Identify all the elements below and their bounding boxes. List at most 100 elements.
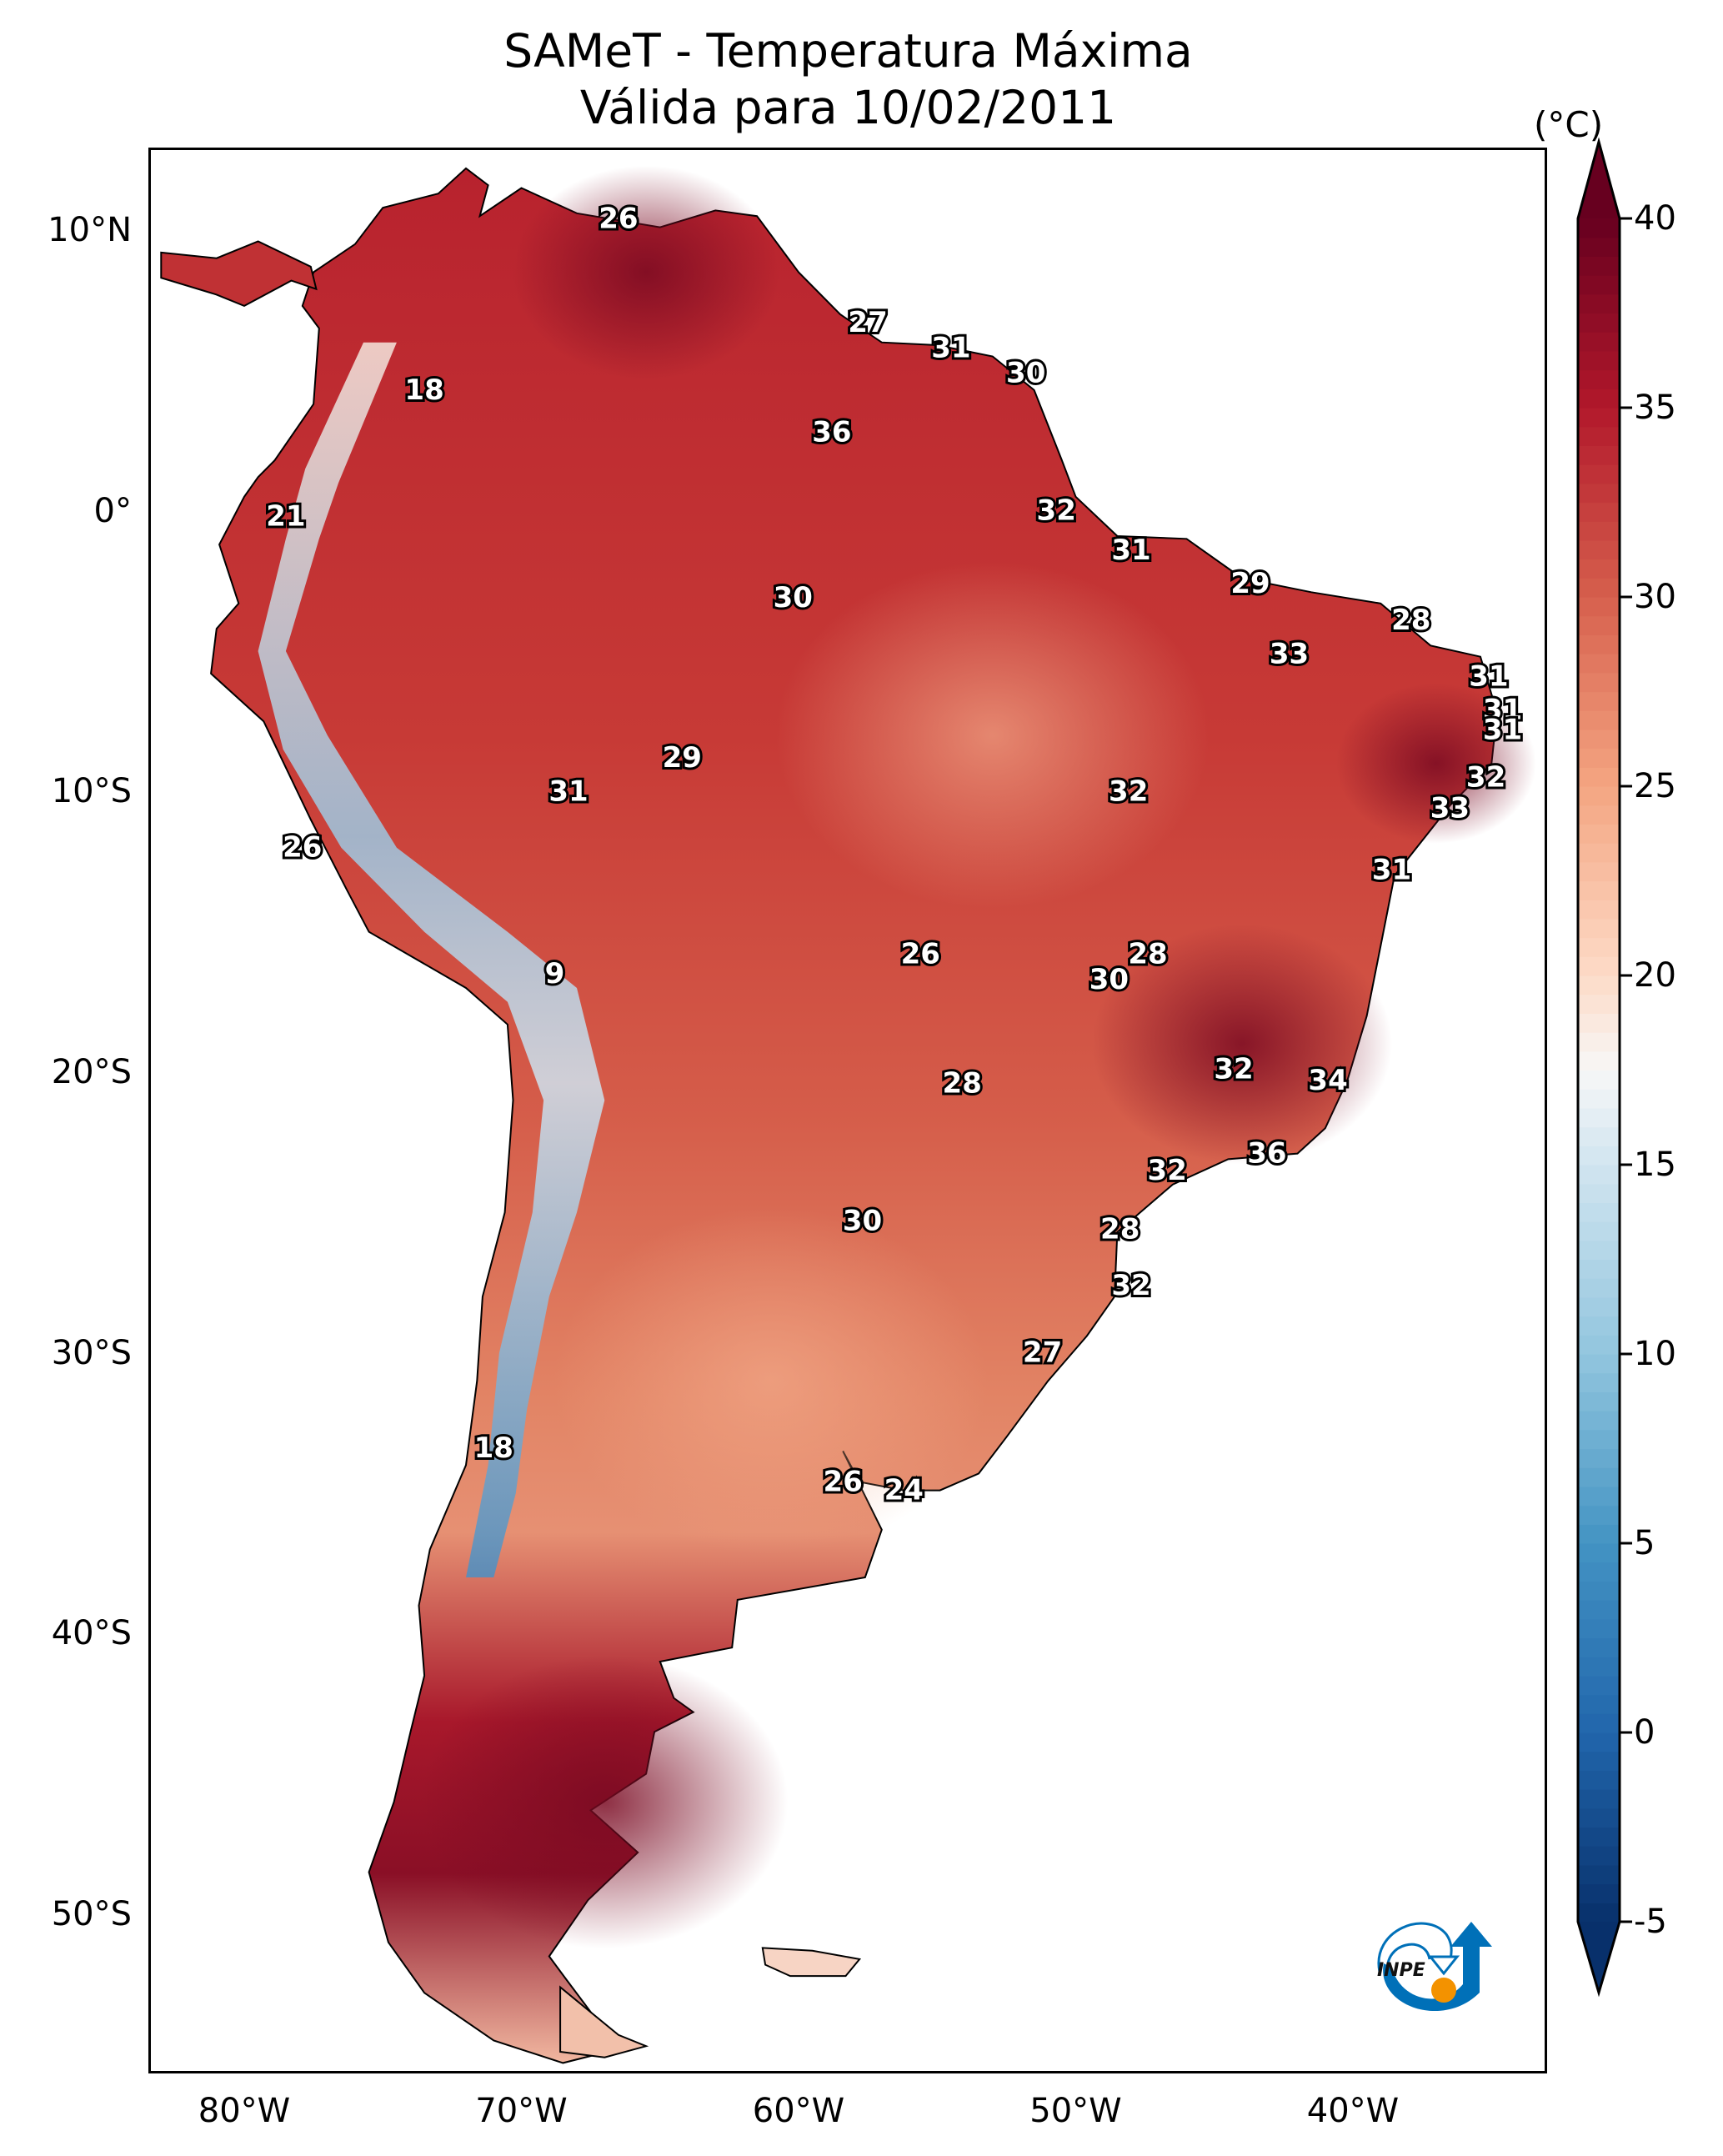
temperature-value-label: 30 xyxy=(1089,963,1129,996)
lon-tick-label: 80°W xyxy=(198,2092,291,2130)
colorbar-segment xyxy=(1578,597,1620,617)
temperature-value-label: 31 xyxy=(1483,694,1522,727)
colorbar-tick-mark xyxy=(1620,595,1632,599)
lat-tick-label: 0° xyxy=(93,491,132,530)
colorbar-segment xyxy=(1578,1126,1620,1146)
temperature-value-label: 21 xyxy=(266,499,305,533)
colorbar-segment xyxy=(1578,672,1620,693)
colorbar-tick-label: 10 xyxy=(1634,1335,1676,1373)
colorbar-segment xyxy=(1578,691,1620,711)
colorbar-segment xyxy=(1578,1751,1620,1771)
colorbar-segment xyxy=(1578,994,1620,1014)
colorbar-segment xyxy=(1578,426,1620,446)
colorbar-segment xyxy=(1578,332,1620,352)
temperature-value-label: 26 xyxy=(901,938,940,971)
land-layer xyxy=(160,165,1536,2064)
hot-region-venezuela xyxy=(513,165,780,379)
colorbar-segment xyxy=(1578,729,1620,750)
colorbar-segment xyxy=(1578,805,1620,825)
colorbar-segment xyxy=(1578,1183,1620,1203)
colorbar-tick-label: 0 xyxy=(1634,1713,1655,1752)
colorbar-tick-label: 20 xyxy=(1634,956,1676,995)
temperature-value-label: 30 xyxy=(1006,357,1045,390)
colorbar-segment xyxy=(1578,445,1620,465)
temperature-value-label: 32 xyxy=(1214,1053,1253,1086)
lon-tick-label: 40°W xyxy=(1306,2092,1400,2130)
colorbar-segment xyxy=(1578,748,1620,768)
colorbar-segment xyxy=(1578,1429,1620,1450)
colorbar-segment xyxy=(1578,1789,1620,1809)
colorbar-segment xyxy=(1578,1165,1620,1185)
colorbar-tick-label: 35 xyxy=(1634,389,1676,427)
colorbar-segment xyxy=(1578,767,1620,787)
colorbar-segment xyxy=(1578,1372,1620,1392)
mild-region-pampas xyxy=(553,1207,988,1555)
colorbar xyxy=(1576,138,1621,1998)
colorbar-segment xyxy=(1578,824,1620,844)
colorbar-segment xyxy=(1578,1202,1620,1222)
colorbar-segment xyxy=(1578,389,1620,409)
lon-tick-label: 60°W xyxy=(752,2092,845,2130)
temperature-value-label: 31 xyxy=(1111,534,1150,567)
colorbar-segment xyxy=(1578,408,1620,428)
colorbar-tick-mark xyxy=(1620,406,1632,409)
colorbar-tick-label: -5 xyxy=(1634,1903,1667,1941)
colorbar-segment xyxy=(1578,1146,1620,1166)
colorbar-tick-mark xyxy=(1620,217,1632,220)
colorbar-tick-mark xyxy=(1620,785,1632,788)
colorbar-tick-mark xyxy=(1620,1731,1632,1734)
colorbar-extend-max xyxy=(1578,142,1620,218)
lat-tick-label: 40°S xyxy=(51,1614,132,1653)
colorbar-segment xyxy=(1578,918,1620,939)
temperature-value-label: 26 xyxy=(824,1466,863,1499)
colorbar-segment xyxy=(1578,1505,1620,1525)
temperature-value-label: 28 xyxy=(943,1067,982,1101)
colorbar-segment xyxy=(1578,956,1620,976)
colorbar-segment xyxy=(1578,1883,1620,1903)
colorbar-segment xyxy=(1578,1411,1620,1431)
temperature-value-label: 27 xyxy=(1023,1336,1062,1370)
colorbar-extend-min xyxy=(1578,1922,1620,1993)
colorbar-segment xyxy=(1578,369,1620,389)
lat-tick-label: 10°S xyxy=(51,772,132,811)
colorbar-segment xyxy=(1578,880,1620,900)
temperature-value-label: 32 xyxy=(1466,761,1505,795)
colorbar-segment xyxy=(1578,1391,1620,1411)
tierra-del-fuego-landmass xyxy=(559,1985,649,2058)
colorbar-tick-mark xyxy=(1620,1920,1632,1923)
colorbar-segment xyxy=(1578,218,1620,238)
colorbar-segment xyxy=(1578,539,1620,560)
temperature-value-label: 31 xyxy=(931,331,970,364)
logo-orbit-inner-icon xyxy=(1386,1943,1431,1973)
temperature-value-label: 27 xyxy=(848,306,887,339)
colorbar-segment xyxy=(1578,237,1620,257)
temperature-value-label: 32 xyxy=(1148,1154,1187,1187)
logo-orbit-outer-icon xyxy=(1377,1922,1453,1973)
colorbar-segment xyxy=(1578,786,1620,806)
temperature-value-label: 31 xyxy=(1469,659,1508,693)
colorbar-segment xyxy=(1578,1335,1620,1355)
panama-landmass xyxy=(160,240,318,308)
temperature-value-label: 31 xyxy=(1372,854,1411,887)
colorbar-segment xyxy=(1578,350,1620,371)
colorbar-segment xyxy=(1578,1107,1620,1128)
colorbar-segment xyxy=(1578,1543,1620,1563)
colorbar-segment xyxy=(1578,464,1620,484)
temperature-value-label: 32 xyxy=(1109,775,1148,808)
temperature-value-label: 30 xyxy=(843,1204,882,1237)
inpe-logo: INPE xyxy=(1377,1922,1492,2012)
colorbar-segment xyxy=(1578,1296,1620,1317)
andes-cold-band xyxy=(258,342,605,1578)
logo-sun-icon xyxy=(1431,1978,1456,2003)
temperature-value-label: 33 xyxy=(1270,637,1309,670)
lon-tick-label: 50°W xyxy=(1029,2092,1122,2130)
colorbar-segment xyxy=(1578,1448,1620,1468)
colorbar-segment xyxy=(1578,313,1620,333)
hot-region-patagonia xyxy=(421,1655,789,1949)
temperature-value-label: 32 xyxy=(1037,494,1076,528)
colorbar-segment xyxy=(1578,256,1620,276)
temperature-value-label: 33 xyxy=(1430,792,1470,825)
falkland-islands-landmass xyxy=(761,1947,862,1978)
map-subtitle-date: Válida para 10/02/2011 xyxy=(579,81,1117,134)
